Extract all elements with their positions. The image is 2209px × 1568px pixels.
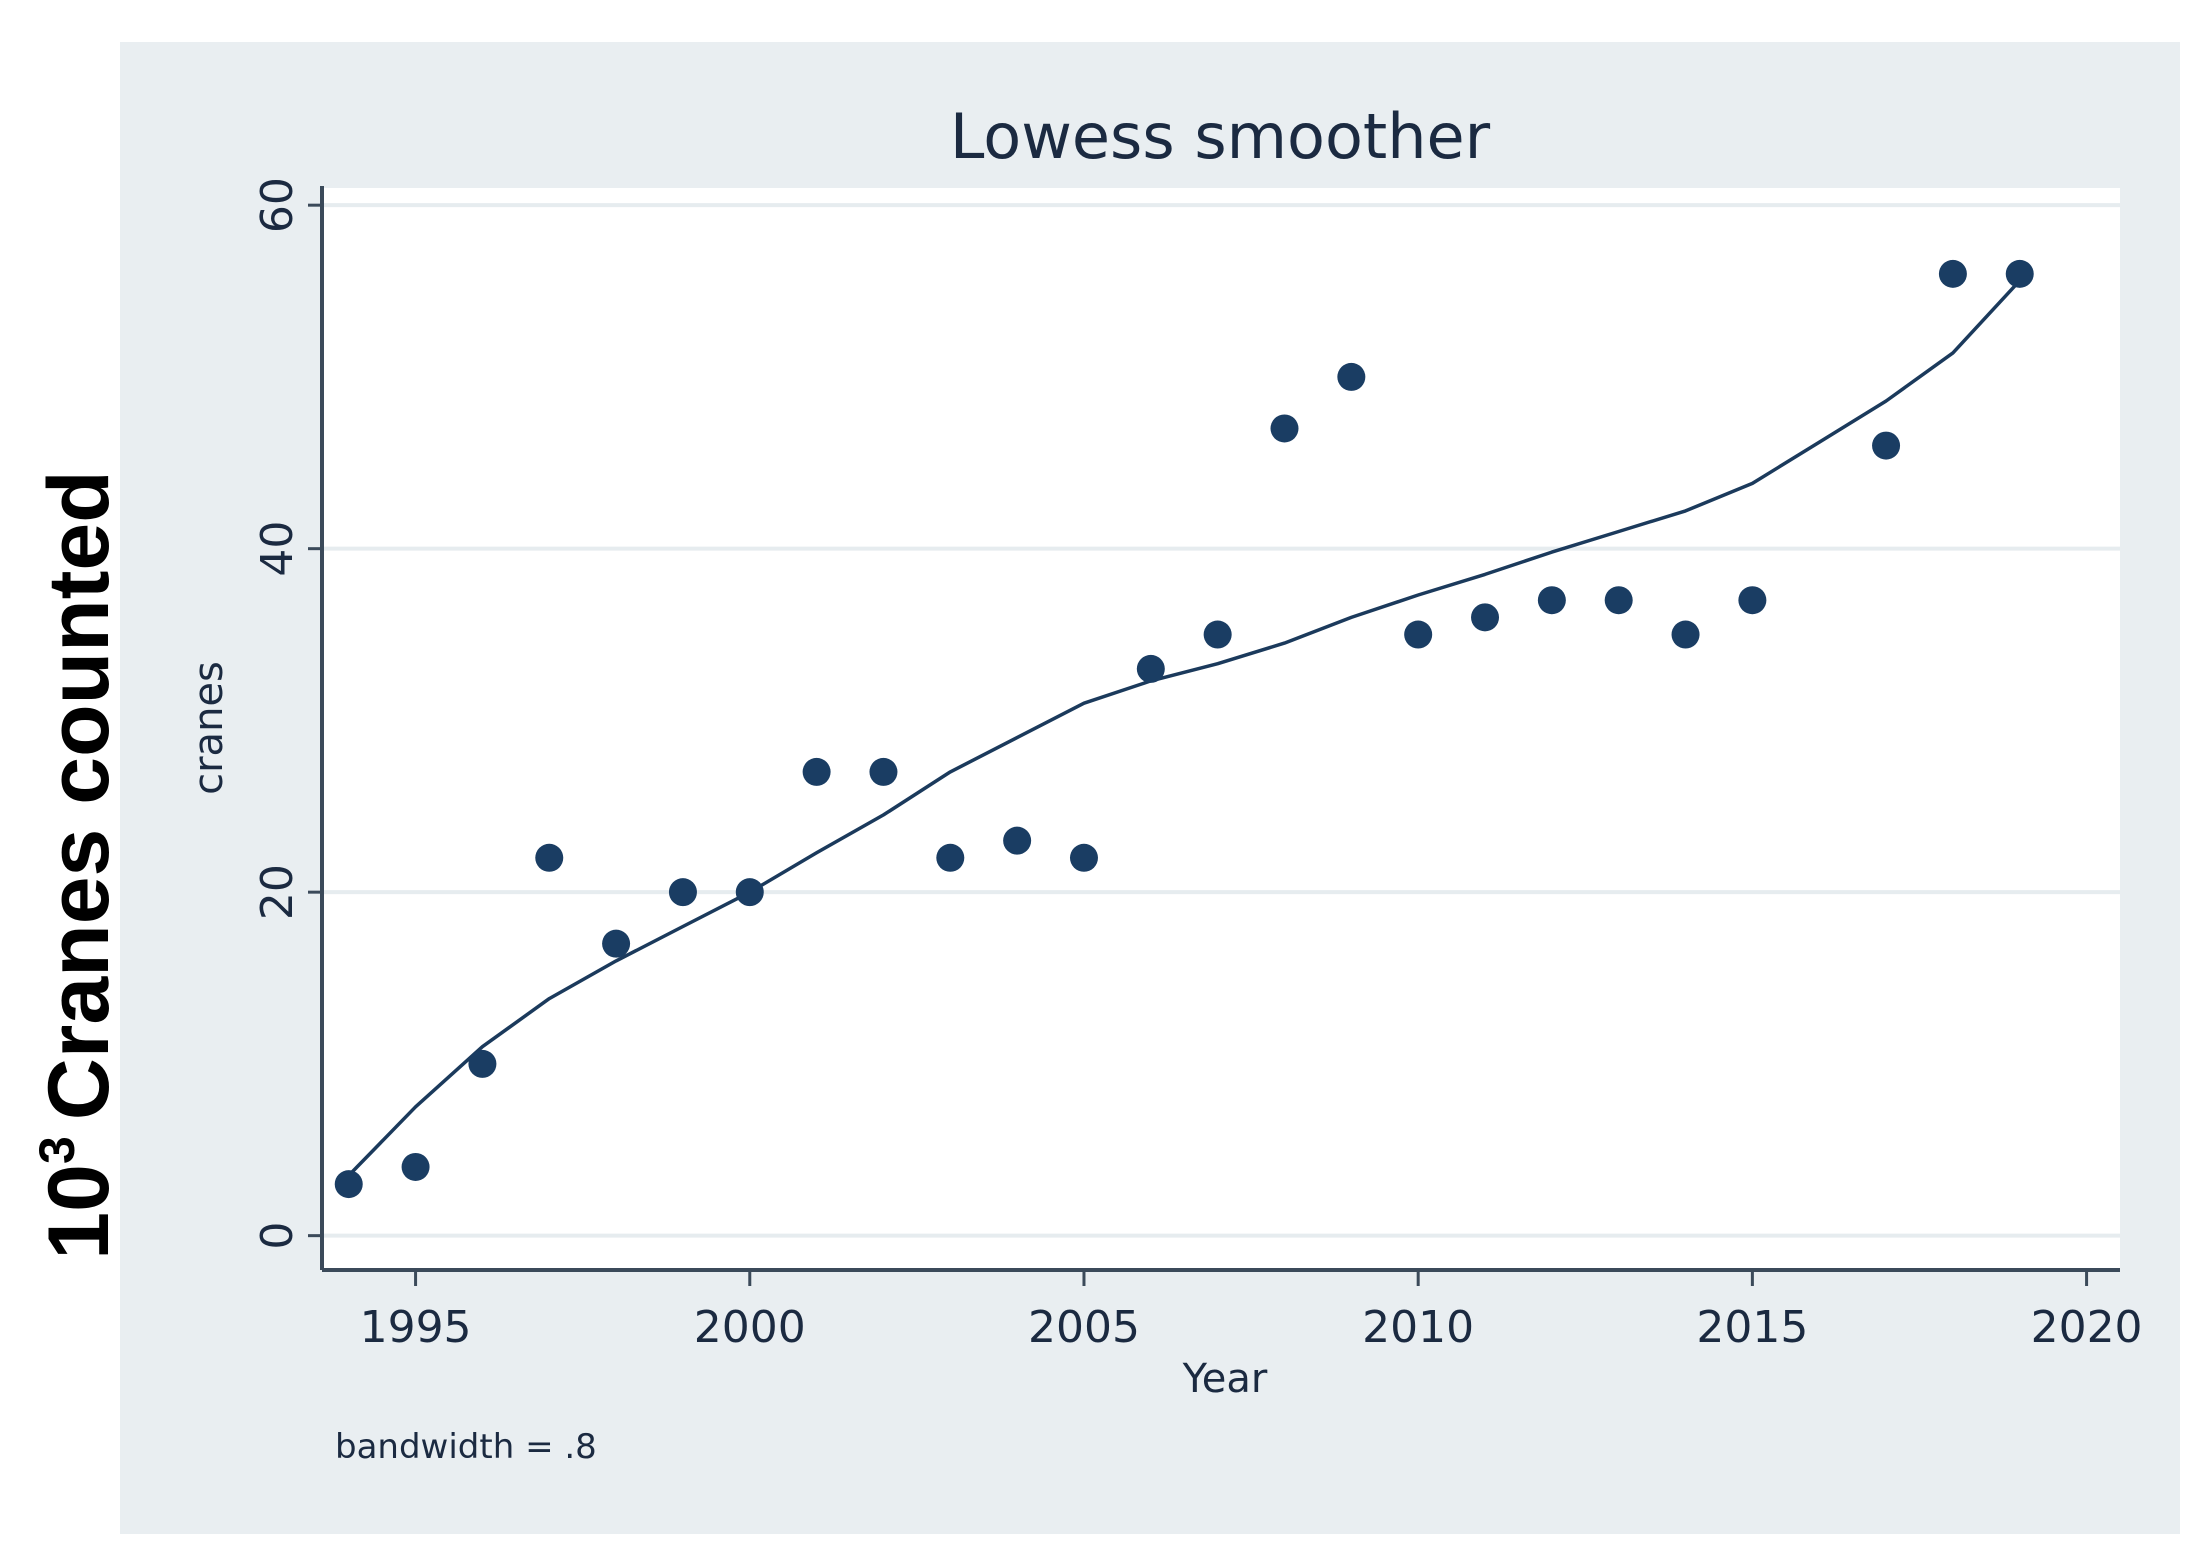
data-point-2008 [1270,414,1299,443]
data-point-2001 [802,757,831,786]
data-point-2000 [735,878,764,907]
y-tick-label-40: 40 [252,521,303,577]
y-tick-label-60: 60 [252,177,303,233]
data-point-2018 [1938,259,1967,288]
x-tick-label-2010: 2010 [1362,1302,1474,1353]
data-point-2009 [1337,362,1366,391]
outer-label-superscript: 3 [29,1136,85,1164]
data-point-2002 [869,757,898,786]
data-point-2014 [1671,620,1700,649]
data-point-1996 [468,1049,497,1078]
x-tick-label-2020: 2020 [2031,1302,2143,1353]
bandwidth-note: bandwidth = .8 [335,1427,597,1467]
x-tick-label-2000: 2000 [694,1302,806,1353]
data-point-2011 [1471,603,1500,632]
data-point-2006 [1136,654,1165,683]
data-point-2005 [1069,843,1098,872]
data-point-2015 [1738,586,1767,615]
outer-label-base: 10 [31,1164,127,1260]
lowess-line [347,279,2021,1177]
outer-y-axis-label: 103 Cranes counted [29,470,127,1259]
lowess-smoother-line [347,279,2021,1177]
data-point-2019 [2005,259,2034,288]
data-point-2003 [936,843,965,872]
axes [308,186,2120,1286]
data-point-1999 [668,878,697,907]
y-axis-title: cranes [186,661,232,795]
data-point-2013 [1604,586,1633,615]
outer-label-rest: Cranes counted [31,470,127,1120]
data-point-1994 [334,1170,363,1199]
y-tick-label-0: 0 [252,1222,303,1250]
x-tick-label-2005: 2005 [1028,1302,1140,1353]
chart-title: Lowess smoother [950,100,1491,173]
gridlines [322,203,2120,1238]
data-point-2010 [1404,620,1433,649]
data-point-1997 [535,843,564,872]
x-axis-title: Year [1182,1356,1268,1402]
tick-labels: 0 20 40 60 1995 2000 2005 2010 2015 2020 [252,177,2143,1353]
data-point-1995 [401,1152,430,1181]
x-tick-label-2015: 2015 [1696,1302,1808,1353]
data-point-2004 [1003,826,1032,855]
data-point-2017 [1872,431,1901,460]
data-point-2007 [1203,620,1232,649]
scatter-points [334,259,2034,1199]
data-point-1998 [602,929,631,958]
x-tick-label-1995: 1995 [360,1302,472,1353]
plot-background [322,188,2120,1270]
y-tick-label-20: 20 [252,864,303,920]
data-point-2012 [1537,586,1566,615]
